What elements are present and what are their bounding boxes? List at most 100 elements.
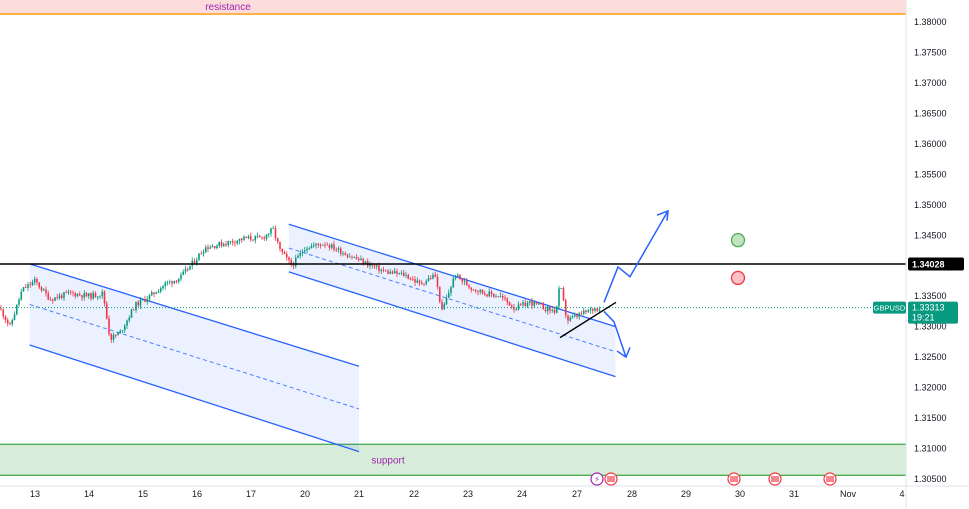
candle-body xyxy=(213,245,216,249)
candle-body xyxy=(373,265,376,267)
candle-body xyxy=(546,306,549,312)
candle-body xyxy=(555,306,558,313)
candle-body xyxy=(598,309,601,311)
time-tick-label: 31 xyxy=(789,489,799,499)
channel-right-upper xyxy=(288,223,616,328)
candle-body xyxy=(549,306,551,311)
candle-body xyxy=(76,294,79,297)
candle-body xyxy=(72,292,74,294)
candle-body xyxy=(355,257,358,259)
candle-body xyxy=(380,269,383,272)
candle-body xyxy=(222,244,225,246)
candle-body xyxy=(258,235,261,238)
candle-body xyxy=(391,271,394,274)
candle-body xyxy=(29,284,32,286)
candle-body xyxy=(425,280,428,284)
candle-body xyxy=(319,244,322,246)
candle-body xyxy=(216,245,218,249)
candle-body xyxy=(306,248,308,251)
candle-body xyxy=(456,274,459,278)
candle-body xyxy=(438,286,441,302)
candle-body xyxy=(56,297,59,299)
candle-body xyxy=(492,294,495,297)
candle-body xyxy=(452,278,455,288)
candle-body xyxy=(135,302,137,311)
candle-body xyxy=(371,264,374,266)
candle-body xyxy=(58,295,61,299)
breakout-trendline xyxy=(559,301,617,339)
candle-body xyxy=(389,271,392,274)
candle-body xyxy=(123,325,126,331)
candle-body xyxy=(245,236,248,239)
candle-body xyxy=(567,315,569,321)
candle-body xyxy=(488,291,491,297)
candle-body xyxy=(121,330,124,332)
price-axis[interactable]: 1.38000 1.37500 1.37000 1.36500 1.36000 1.355… xyxy=(873,0,964,509)
candle-body xyxy=(159,288,162,292)
candle-body xyxy=(328,245,331,248)
candle-body xyxy=(506,298,509,303)
candle-body xyxy=(537,303,540,305)
candle-body xyxy=(130,309,133,318)
candle-body xyxy=(297,255,299,258)
bar-countdown: 19:21 xyxy=(912,313,935,323)
channel-right-fill xyxy=(288,224,616,377)
candle-body xyxy=(270,228,272,234)
candle-body xyxy=(108,318,110,335)
candle-body xyxy=(63,292,65,298)
zones-layer: resistance support xyxy=(0,0,906,477)
price-tick-label: 1.31500 xyxy=(914,413,947,423)
candle-body xyxy=(128,317,131,321)
candle-body xyxy=(387,271,389,274)
candle-body xyxy=(252,239,254,241)
candle-body xyxy=(87,293,90,297)
candle-body xyxy=(267,233,270,235)
candle-body xyxy=(209,247,212,249)
time-tick-label: 27 xyxy=(572,489,582,499)
symbol-tag xyxy=(873,301,906,314)
candle-body xyxy=(65,292,68,294)
candle-body xyxy=(198,253,200,260)
candle-body xyxy=(562,288,565,301)
candle-body xyxy=(582,310,585,314)
bearish-arrow-head xyxy=(616,347,631,359)
time-tick-label: 14 xyxy=(84,489,94,499)
candle-body xyxy=(220,242,223,246)
candle-body xyxy=(344,253,347,256)
candle-body xyxy=(382,269,385,271)
candle-body xyxy=(119,330,122,333)
candle-body xyxy=(378,265,380,272)
candle-body xyxy=(301,251,304,253)
candle-body xyxy=(247,236,250,239)
time-tick-label: 28 xyxy=(627,489,637,499)
candle-body xyxy=(596,308,599,311)
candle-body xyxy=(110,334,113,340)
time-tick-label: 15 xyxy=(138,489,148,499)
candle-body xyxy=(418,280,421,283)
time-tick-label: 13 xyxy=(30,489,40,499)
candle-body xyxy=(99,295,101,297)
channel-right-lower xyxy=(288,271,616,378)
time-axis[interactable]: 13 14 15 16 17 20 21 22 23 24 27 28 29 30 31 Nov 4 xyxy=(0,485,969,499)
price-tick-label: 1.36500 xyxy=(914,108,947,118)
candle-body xyxy=(594,308,596,311)
candle-body xyxy=(283,252,286,255)
candle-body xyxy=(180,274,182,279)
time-tick-label: 30 xyxy=(735,489,745,499)
candle-body xyxy=(22,287,25,292)
candle-body xyxy=(274,228,277,238)
support-label: support xyxy=(371,455,405,466)
candle-body xyxy=(193,260,196,264)
candle-body xyxy=(38,282,41,288)
candle-body xyxy=(9,323,11,325)
candle-body xyxy=(501,296,504,298)
candle-body xyxy=(474,289,477,292)
price-tick-label: 1.38000 xyxy=(914,17,947,27)
candle-body xyxy=(141,299,144,301)
candle-body xyxy=(175,280,178,282)
markers-layer: ⚡ xyxy=(590,232,837,486)
candle-body xyxy=(416,280,419,283)
price-tick-label: 1.35000 xyxy=(914,200,947,210)
candle-body xyxy=(515,309,518,311)
